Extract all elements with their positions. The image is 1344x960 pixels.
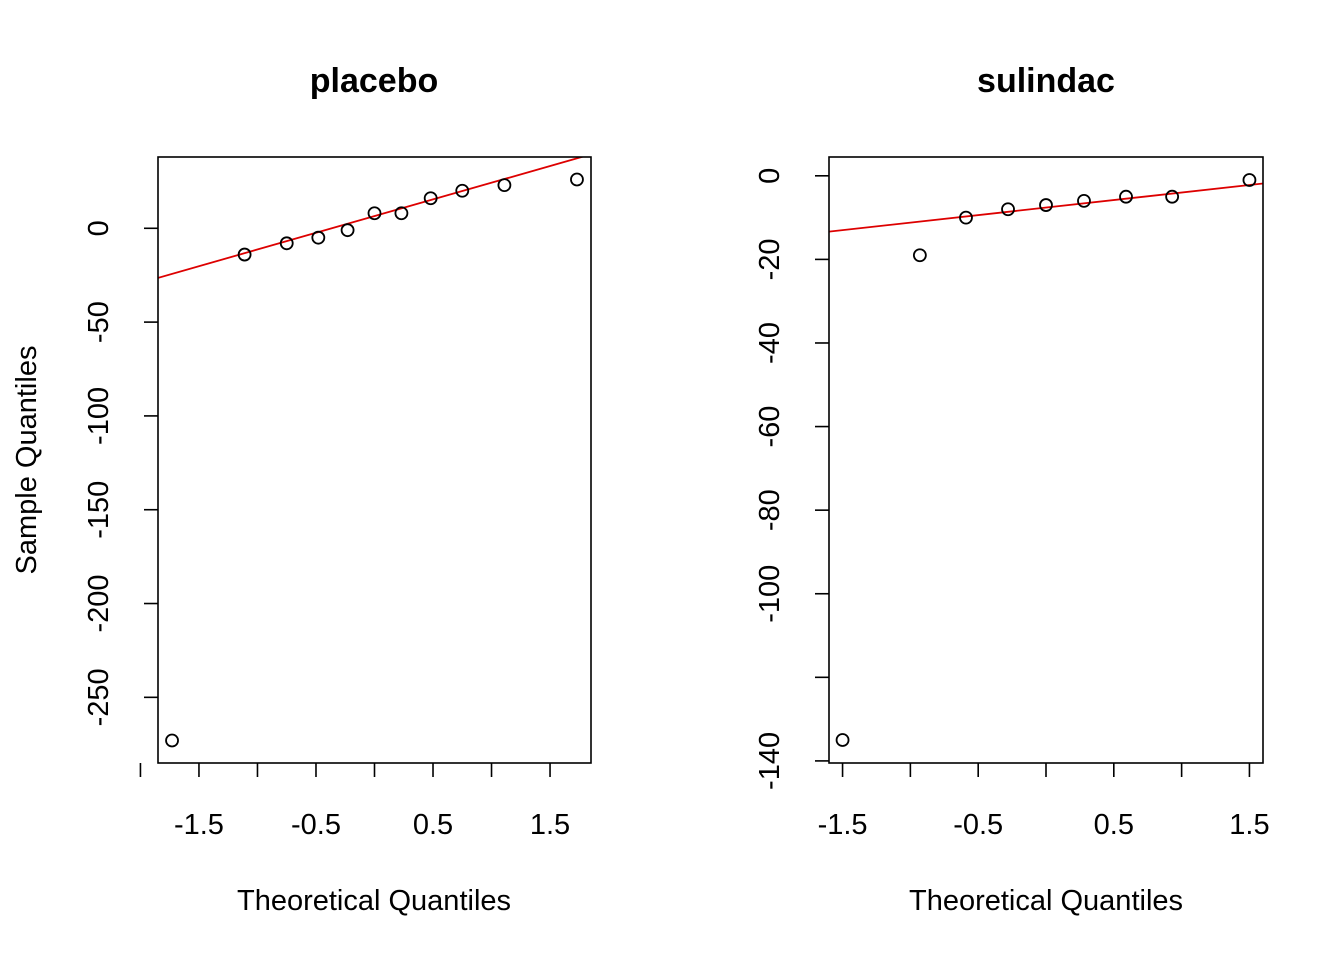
reference-line (829, 182, 1263, 233)
panel-sulindac: sulindac -1.5 -0.5 0.5 1.5 0 -20 -40 -60 -80 -100 -… (754, 62, 1270, 917)
y-tick-label: -80 (754, 489, 786, 531)
y-tick-label: -60 (754, 406, 786, 448)
x-axis-label: Theoretical Quantiles (237, 885, 511, 917)
data-point (311, 230, 326, 245)
data-point (165, 733, 179, 748)
data-point (497, 178, 512, 193)
x-tick-label: -0.5 (953, 809, 1003, 841)
data-point (1165, 189, 1180, 204)
y-tick-label: -20 (754, 238, 786, 280)
data-point (835, 733, 850, 747)
panel-placebo: placebo -1.5 -0.5 0.5 1.5 0 -50 -100 -150 -200 -25… (11, 62, 592, 917)
y-tick-label: 0 (83, 220, 115, 236)
data-point (570, 172, 584, 187)
y-tick-label: -250 (83, 668, 115, 726)
data-point (1242, 173, 1257, 187)
data-point (237, 247, 252, 262)
data-point (423, 191, 438, 206)
x-tick-label: 1.5 (530, 809, 570, 841)
data-point (279, 236, 294, 251)
y-tick-label: -100 (754, 565, 786, 623)
data-point (340, 223, 355, 238)
reference-line (158, 157, 585, 279)
data-point (1119, 189, 1133, 204)
y-tick-label: -50 (83, 301, 115, 343)
x-tick-label: -1.5 (174, 809, 224, 841)
y-axis-label: Sample Quantiles (11, 346, 43, 575)
x-tick-label: 0.5 (413, 809, 453, 841)
x-tick-label: 0.5 (1094, 809, 1134, 841)
data-point (455, 183, 470, 198)
y-tick-label: -200 (83, 575, 115, 633)
data-point (1077, 193, 1091, 208)
data-point (959, 210, 973, 225)
x-axis-label: Theoretical Quantiles (909, 885, 1183, 917)
x-tick-label: 1.5 (1229, 809, 1269, 841)
data-point (1001, 202, 1015, 217)
y-tick-label: -150 (83, 481, 115, 539)
y-tick-label: -140 (754, 732, 786, 790)
chart-title: sulindac (977, 62, 1115, 100)
x-tick-label: -0.5 (291, 809, 341, 841)
y-tick-label: -40 (754, 322, 786, 364)
data-point (367, 206, 382, 221)
data-point (1039, 198, 1053, 212)
y-tick-label: -100 (83, 387, 115, 445)
x-tick-label: -1.5 (818, 809, 868, 841)
chart-title: placebo (310, 62, 438, 100)
data-point (912, 248, 927, 263)
data-point (394, 206, 409, 221)
y-tick-label: 0 (754, 168, 786, 184)
